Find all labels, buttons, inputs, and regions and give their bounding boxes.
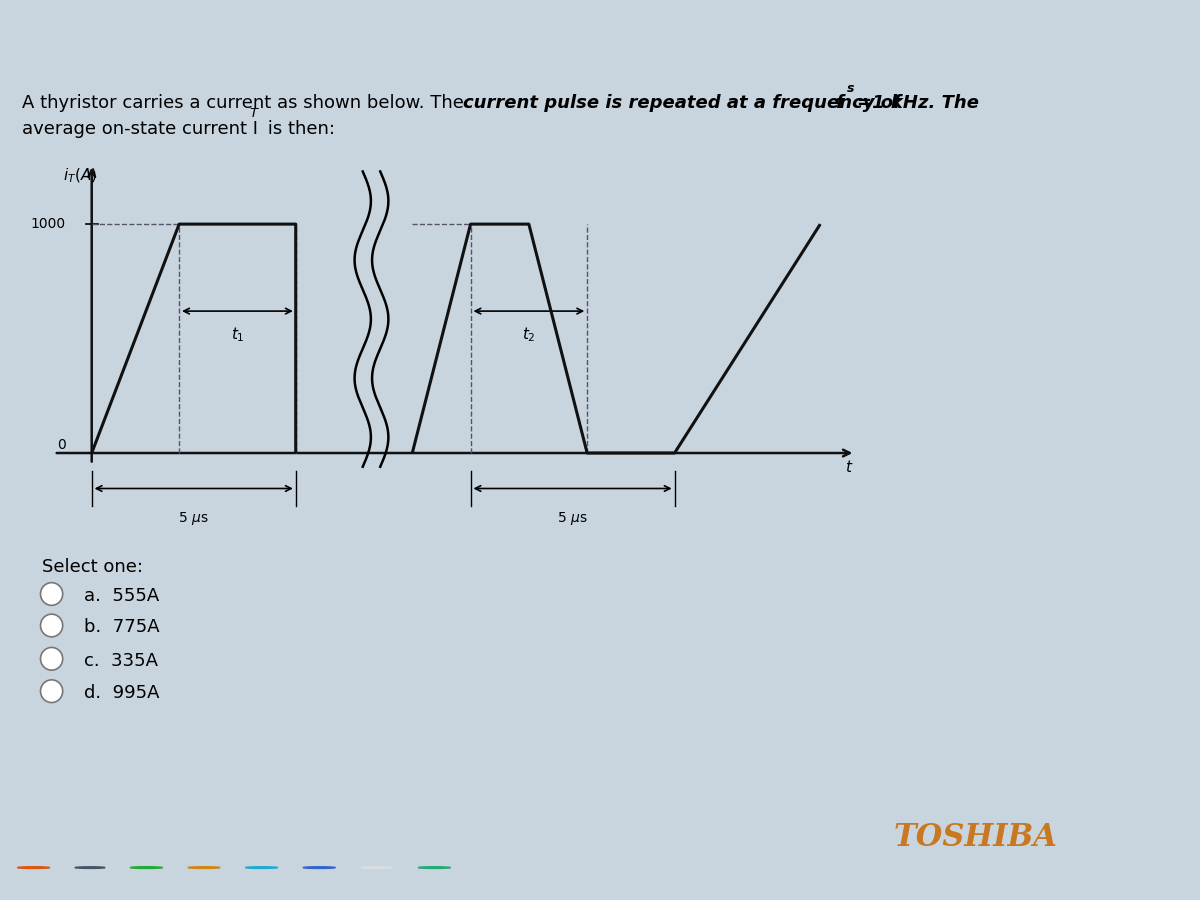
- Text: c.  335A: c. 335A: [84, 652, 158, 670]
- Circle shape: [304, 867, 336, 868]
- Text: 1000: 1000: [30, 217, 66, 231]
- Text: =1 kHz. The: =1 kHz. The: [857, 94, 979, 112]
- Text: T: T: [250, 107, 258, 120]
- Circle shape: [74, 867, 106, 868]
- Circle shape: [188, 867, 221, 868]
- Text: current pulse is repeated at a frequency of: current pulse is repeated at a frequency…: [463, 94, 907, 112]
- Text: is then:: is then:: [262, 120, 335, 138]
- Text: Select one:: Select one:: [42, 558, 143, 576]
- Text: 5 $\mu$s: 5 $\mu$s: [179, 509, 209, 526]
- Text: $t$: $t$: [845, 459, 853, 475]
- Circle shape: [361, 867, 392, 868]
- Circle shape: [419, 867, 451, 868]
- Text: 5 $\mu$s: 5 $\mu$s: [557, 509, 588, 526]
- Text: average on-state current I: average on-state current I: [22, 120, 258, 138]
- Circle shape: [41, 680, 62, 703]
- Text: $i_T(A)$: $i_T(A)$: [62, 166, 97, 185]
- Text: $t_1$: $t_1$: [230, 325, 245, 344]
- Text: $t_2$: $t_2$: [522, 325, 535, 344]
- Circle shape: [246, 867, 278, 868]
- Text: a.  555A: a. 555A: [84, 587, 160, 605]
- Circle shape: [18, 867, 50, 868]
- Text: s: s: [847, 82, 854, 94]
- Text: f: f: [835, 94, 844, 112]
- Text: 0: 0: [56, 438, 66, 452]
- Text: TOSHIBA: TOSHIBA: [894, 823, 1058, 853]
- Circle shape: [41, 582, 62, 606]
- Text: b.  775A: b. 775A: [84, 618, 160, 636]
- Text: A thyristor carries a current as shown below. The: A thyristor carries a current as shown b…: [22, 94, 469, 112]
- Circle shape: [41, 614, 62, 637]
- Circle shape: [41, 647, 62, 670]
- Circle shape: [131, 867, 163, 868]
- Text: d.  995A: d. 995A: [84, 684, 160, 702]
